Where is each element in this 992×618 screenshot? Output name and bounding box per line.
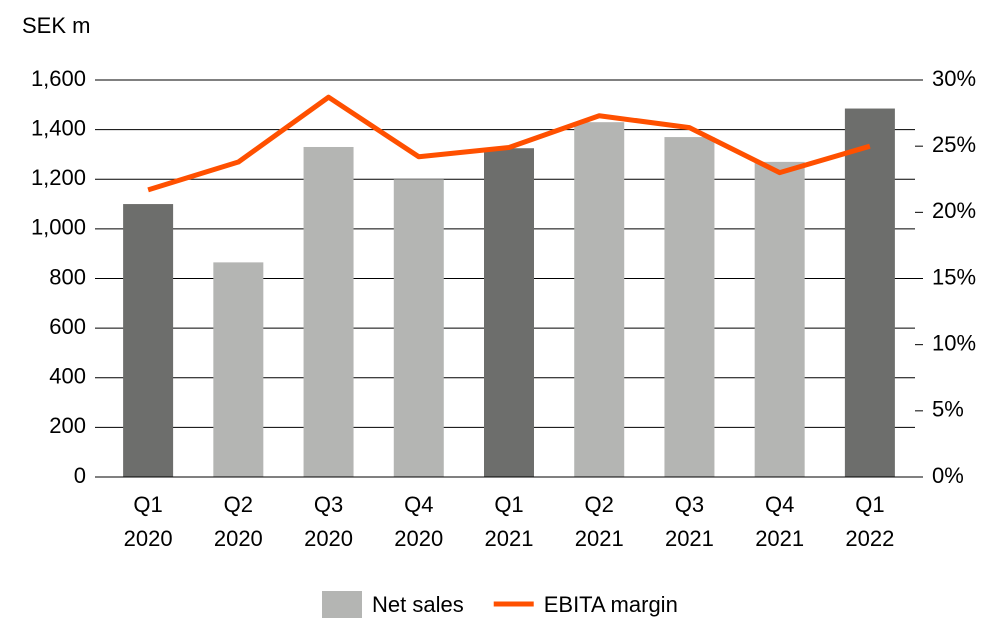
bar [393,179,444,477]
y2-tick-label: 15% [932,264,976,289]
bar [213,262,264,477]
x-tick-label: Q4 2020 [394,492,443,551]
y2-tick-label: 0% [932,463,964,488]
bar [844,108,895,478]
y-tick-label: 200 [49,413,86,438]
y-tick-label: 600 [49,314,86,339]
legend-swatch [322,591,362,618]
x-tick-label: Q1 2021 [485,492,534,551]
x-tick-label: Q3 2020 [304,492,353,551]
bar [123,204,174,477]
y2-tick-label: 20% [932,198,976,223]
y-tick-label: 400 [49,364,86,389]
bar [574,122,625,478]
x-tick-label: Q2 2020 [214,492,263,551]
x-tick-label: Q1 2020 [124,492,173,551]
y2-tick-label: 30% [932,66,976,91]
y-tick-label: 800 [49,264,86,289]
bar [484,148,534,477]
y-tick-label: 1,000 [31,215,86,240]
y2-tick-label: 25% [932,132,976,157]
x-tick-label: Q2 2021 [575,492,624,551]
y2-tick-label: 10% [932,330,976,355]
bar [754,161,805,477]
y-tick-label: 1,200 [31,165,86,190]
y2-tick-label: 5% [932,397,964,422]
x-tick-label: Q4 2021 [755,492,804,551]
y-tick-label: 1,600 [31,66,86,91]
legend-label: Net sales [372,592,464,617]
y-axis-label: SEK m [22,13,90,38]
x-tick-label: Q1 2022 [845,492,894,551]
line [147,94,871,193]
x-tick-label: Q3 2021 [665,492,714,551]
y-tick-label: 1,400 [31,115,86,140]
bar [303,146,354,477]
legend-label: EBITA margin [544,592,678,617]
y-tick-label: 0 [74,463,86,488]
bar [664,137,715,477]
